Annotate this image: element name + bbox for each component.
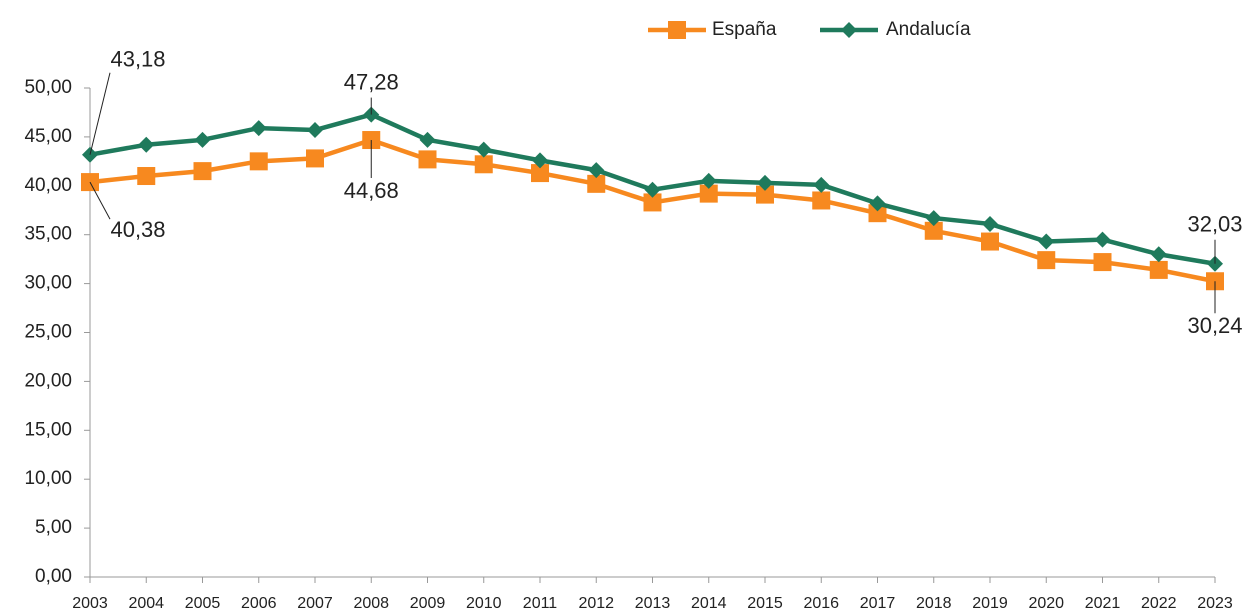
data-point	[474, 155, 493, 174]
x-tick-label: 2003	[72, 595, 108, 612]
y-tick-label: 10,00	[24, 468, 72, 489]
legend-marker	[668, 21, 686, 39]
x-tick-label: 2018	[916, 595, 952, 612]
data-point	[643, 193, 662, 212]
legend-label: Andalucía	[886, 19, 971, 40]
data-point	[250, 120, 267, 137]
data-label: 30,24	[1187, 313, 1242, 338]
data-point	[419, 131, 436, 148]
data-point	[194, 131, 211, 148]
data-point	[924, 221, 943, 240]
data-point	[756, 185, 774, 204]
y-tick-label: 5,00	[35, 517, 72, 538]
x-tick-label: 2022	[1141, 595, 1177, 612]
y-tick-label: 35,00	[24, 224, 72, 245]
data-label: 43,18	[110, 47, 165, 72]
data-point	[249, 152, 268, 171]
x-tick-label: 2013	[635, 595, 671, 612]
x-tick-label: 2020	[1028, 595, 1064, 612]
data-point	[757, 174, 773, 191]
data-point	[588, 162, 605, 179]
data-point	[587, 174, 606, 193]
x-tick-label: 2016	[803, 595, 839, 612]
data-point	[138, 136, 155, 153]
data-point	[1149, 260, 1168, 279]
y-tick-label: 45,00	[24, 126, 72, 147]
data-point	[475, 141, 492, 158]
x-tick-label: 2023	[1197, 595, 1233, 612]
y-tick-label: 0,00	[35, 566, 72, 587]
data-point	[1037, 251, 1056, 270]
y-tick-label: 30,00	[24, 273, 72, 294]
data-point	[981, 232, 999, 251]
data-point	[869, 195, 886, 212]
x-tick-label: 2010	[466, 595, 502, 612]
data-point	[925, 210, 942, 227]
y-tick-label: 15,00	[24, 419, 72, 440]
y-tick-label: 25,00	[24, 322, 72, 343]
data-point	[699, 184, 718, 203]
data-point	[531, 164, 549, 183]
x-tick-label: 2008	[353, 595, 389, 612]
x-tick-label: 2014	[691, 595, 727, 612]
legend-marker	[841, 22, 857, 38]
data-point	[982, 215, 998, 232]
data-point	[868, 204, 887, 223]
x-tick-label: 2006	[241, 595, 277, 612]
x-tick-label: 2019	[972, 595, 1008, 612]
x-tick-label: 2004	[128, 595, 164, 612]
data-point	[812, 191, 831, 210]
data-point	[1094, 231, 1111, 248]
y-tick-label: 50,00	[24, 77, 72, 98]
data-point	[813, 176, 830, 193]
data-point	[1150, 246, 1167, 263]
data-label: 44,68	[344, 178, 399, 203]
y-tick-label: 20,00	[24, 370, 72, 391]
data-point	[193, 162, 212, 181]
data-point	[1093, 253, 1112, 272]
data-point	[306, 149, 324, 168]
x-tick-label: 2005	[185, 595, 221, 612]
x-tick-label: 2021	[1085, 595, 1121, 612]
data-point	[532, 152, 548, 169]
data-label: 32,03	[1187, 212, 1242, 237]
legend-label: España	[712, 19, 777, 40]
x-tick-label: 2007	[297, 595, 333, 612]
data-point	[137, 167, 156, 186]
data-label: 47,28	[344, 69, 399, 94]
leader-line	[89, 181, 111, 220]
leader-line	[89, 72, 111, 155]
x-tick-label: 2011	[523, 595, 558, 612]
data-point	[307, 122, 323, 139]
y-tick-label: 40,00	[24, 175, 72, 196]
x-tick-label: 2017	[860, 595, 896, 612]
data-point	[644, 181, 661, 198]
data-point	[1038, 233, 1055, 250]
x-tick-label: 2015	[747, 595, 783, 612]
data-label: 40,38	[110, 217, 165, 242]
data-point	[700, 172, 717, 189]
x-tick-label: 2012	[578, 595, 614, 612]
x-tick-label: 2009	[410, 595, 446, 612]
data-point	[418, 150, 437, 169]
